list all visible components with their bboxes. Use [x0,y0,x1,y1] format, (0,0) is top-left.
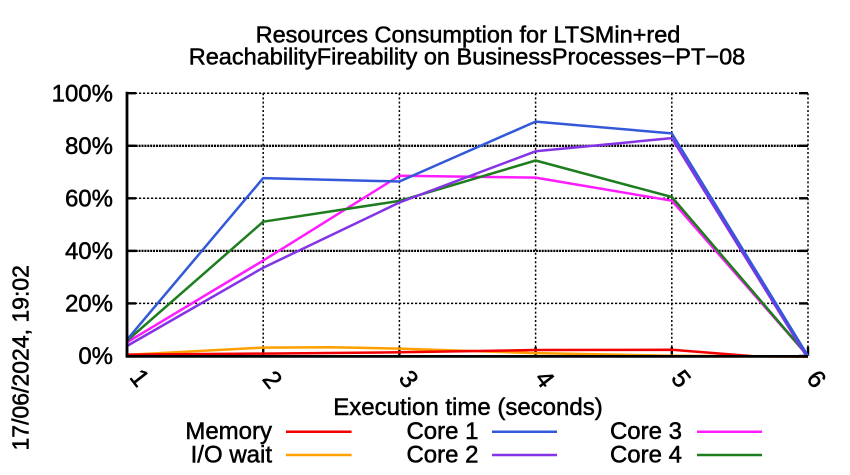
svg-text:60%: 60% [65,186,113,213]
svg-text:Core 2: Core 2 [406,441,478,468]
svg-text:Core 3: Core 3 [610,418,682,445]
svg-text:20%: 20% [65,291,113,318]
svg-text:17/06/2024, 19:02: 17/06/2024, 19:02 [8,265,34,450]
svg-text:Core 4: Core 4 [610,441,682,468]
svg-text:0%: 0% [78,343,113,370]
svg-text:Memory: Memory [185,418,272,445]
svg-text:Resources Consumption for LTSM: Resources Consumption for LTSMin+red [256,22,681,48]
svg-text:Execution time (seconds): Execution time (seconds) [333,394,602,421]
svg-text:Core 1: Core 1 [406,418,478,445]
svg-text:80%: 80% [65,133,113,160]
svg-text:I/O wait: I/O wait [191,441,273,468]
svg-text:40%: 40% [65,238,113,265]
svg-text:ReachabilityFireability on Bus: ReachabilityFireability on BusinessProce… [189,44,745,70]
svg-text:100%: 100% [52,80,113,107]
